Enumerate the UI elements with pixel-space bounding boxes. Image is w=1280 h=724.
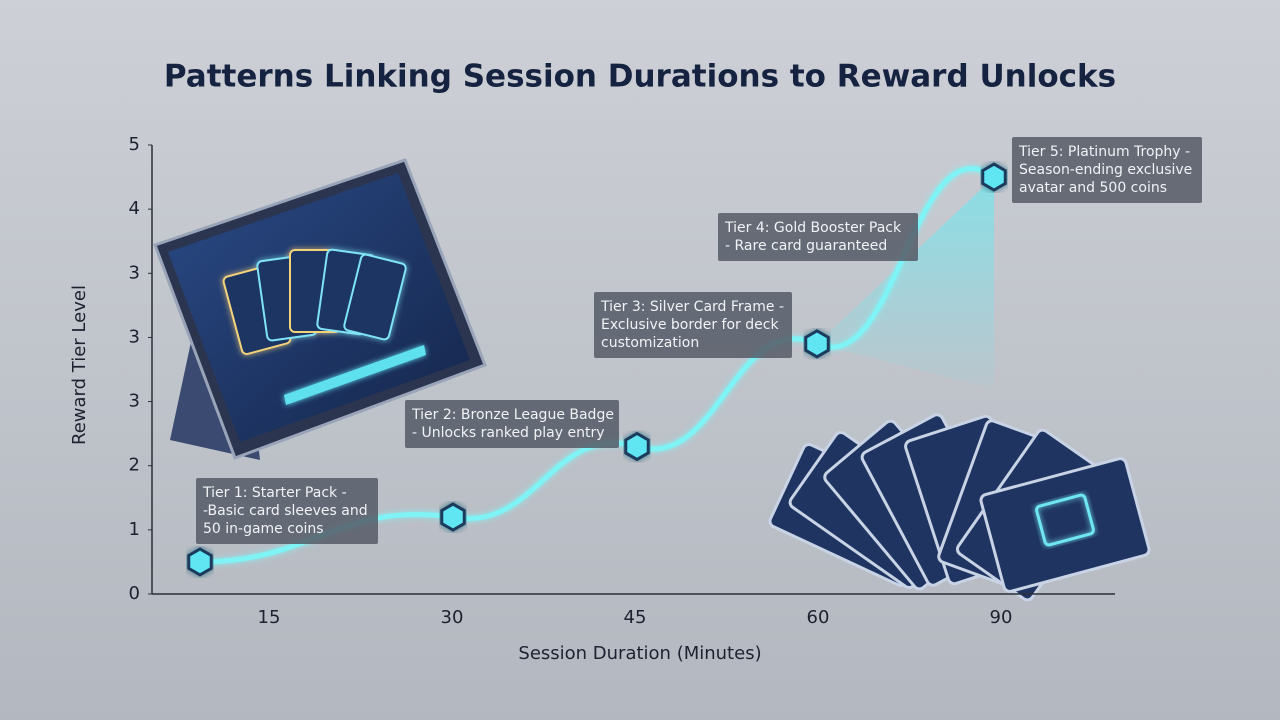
- annotation-box: [594, 292, 792, 358]
- annotation-text: Season-ending exclusive: [1019, 162, 1192, 178]
- y-axis-label: Reward Tier Level: [69, 285, 90, 445]
- point-marker: [624, 431, 650, 462]
- point-marker: [981, 162, 1007, 192]
- annotation-text: Exclusive border for deck: [601, 317, 779, 333]
- y-tick-label: 5: [129, 134, 140, 155]
- y-tick-label: 0: [129, 583, 140, 604]
- annotation-text: -Basic card sleeves and: [203, 503, 368, 519]
- tablet-illustration: [153, 158, 487, 460]
- x-axis-label: Session Duration (Minutes): [518, 643, 761, 664]
- x-tick-label: 30: [441, 607, 464, 628]
- annotation-text: Tier 1: Starter Pack -: [202, 485, 347, 501]
- annotation-box: [1012, 137, 1202, 203]
- y-tick-label: 1: [129, 519, 140, 540]
- annotation-text: - Rare card guaranteed: [725, 238, 887, 254]
- cards-illustration: [768, 413, 1151, 602]
- area-highlight: [817, 177, 994, 389]
- point-marker: [440, 502, 466, 532]
- annotation-text: Tier 4: Gold Booster Pack: [724, 220, 902, 236]
- annotation-box: [718, 213, 918, 261]
- annotation: Tier 2: Bronze League Badge - Unlocks ran…: [405, 400, 619, 448]
- y-tick-label: 2: [129, 455, 140, 476]
- annotation-text: Tier 5: Platinum Trophy -: [1018, 144, 1190, 160]
- annotation: Tier 1: Starter Pack - -Basic card sleeve…: [196, 478, 378, 544]
- annotation-box: [196, 478, 378, 544]
- point-marker: [804, 329, 830, 359]
- annotation-text: avatar and 500 coins: [1019, 180, 1167, 196]
- point-marker: [187, 547, 213, 577]
- y-tick-label: 3: [129, 326, 140, 347]
- x-tick-label: 90: [990, 607, 1013, 628]
- x-tick-label: 45: [624, 607, 647, 628]
- annotation: Tier 3: Silver Card Frame - Exclusive bor…: [594, 292, 792, 358]
- annotation-box: [405, 400, 619, 448]
- chart-title: Patterns Linking Session Durations to Re…: [164, 59, 1116, 95]
- annotation-text: - Unlocks ranked play entry: [412, 425, 605, 441]
- annotation-text: Tier 2: Bronze League Badge: [411, 407, 614, 423]
- y-tick-label: 3: [129, 262, 140, 283]
- annotation-text: 50 in-game coins: [203, 521, 324, 537]
- annotation-text: Tier 3: Silver Card Frame -: [600, 299, 784, 315]
- annotation-text: customization: [601, 335, 699, 351]
- annotation: Tier 5: Platinum Trophy - Season-ending e…: [1012, 137, 1202, 203]
- y-tick-label: 4: [129, 198, 140, 219]
- x-tick-label: 15: [258, 607, 281, 628]
- x-tick-label: 60: [807, 607, 830, 628]
- annotation: Tier 4: Gold Booster Pack - Rare card gua…: [718, 213, 918, 261]
- y-tick-label: 3: [129, 391, 140, 412]
